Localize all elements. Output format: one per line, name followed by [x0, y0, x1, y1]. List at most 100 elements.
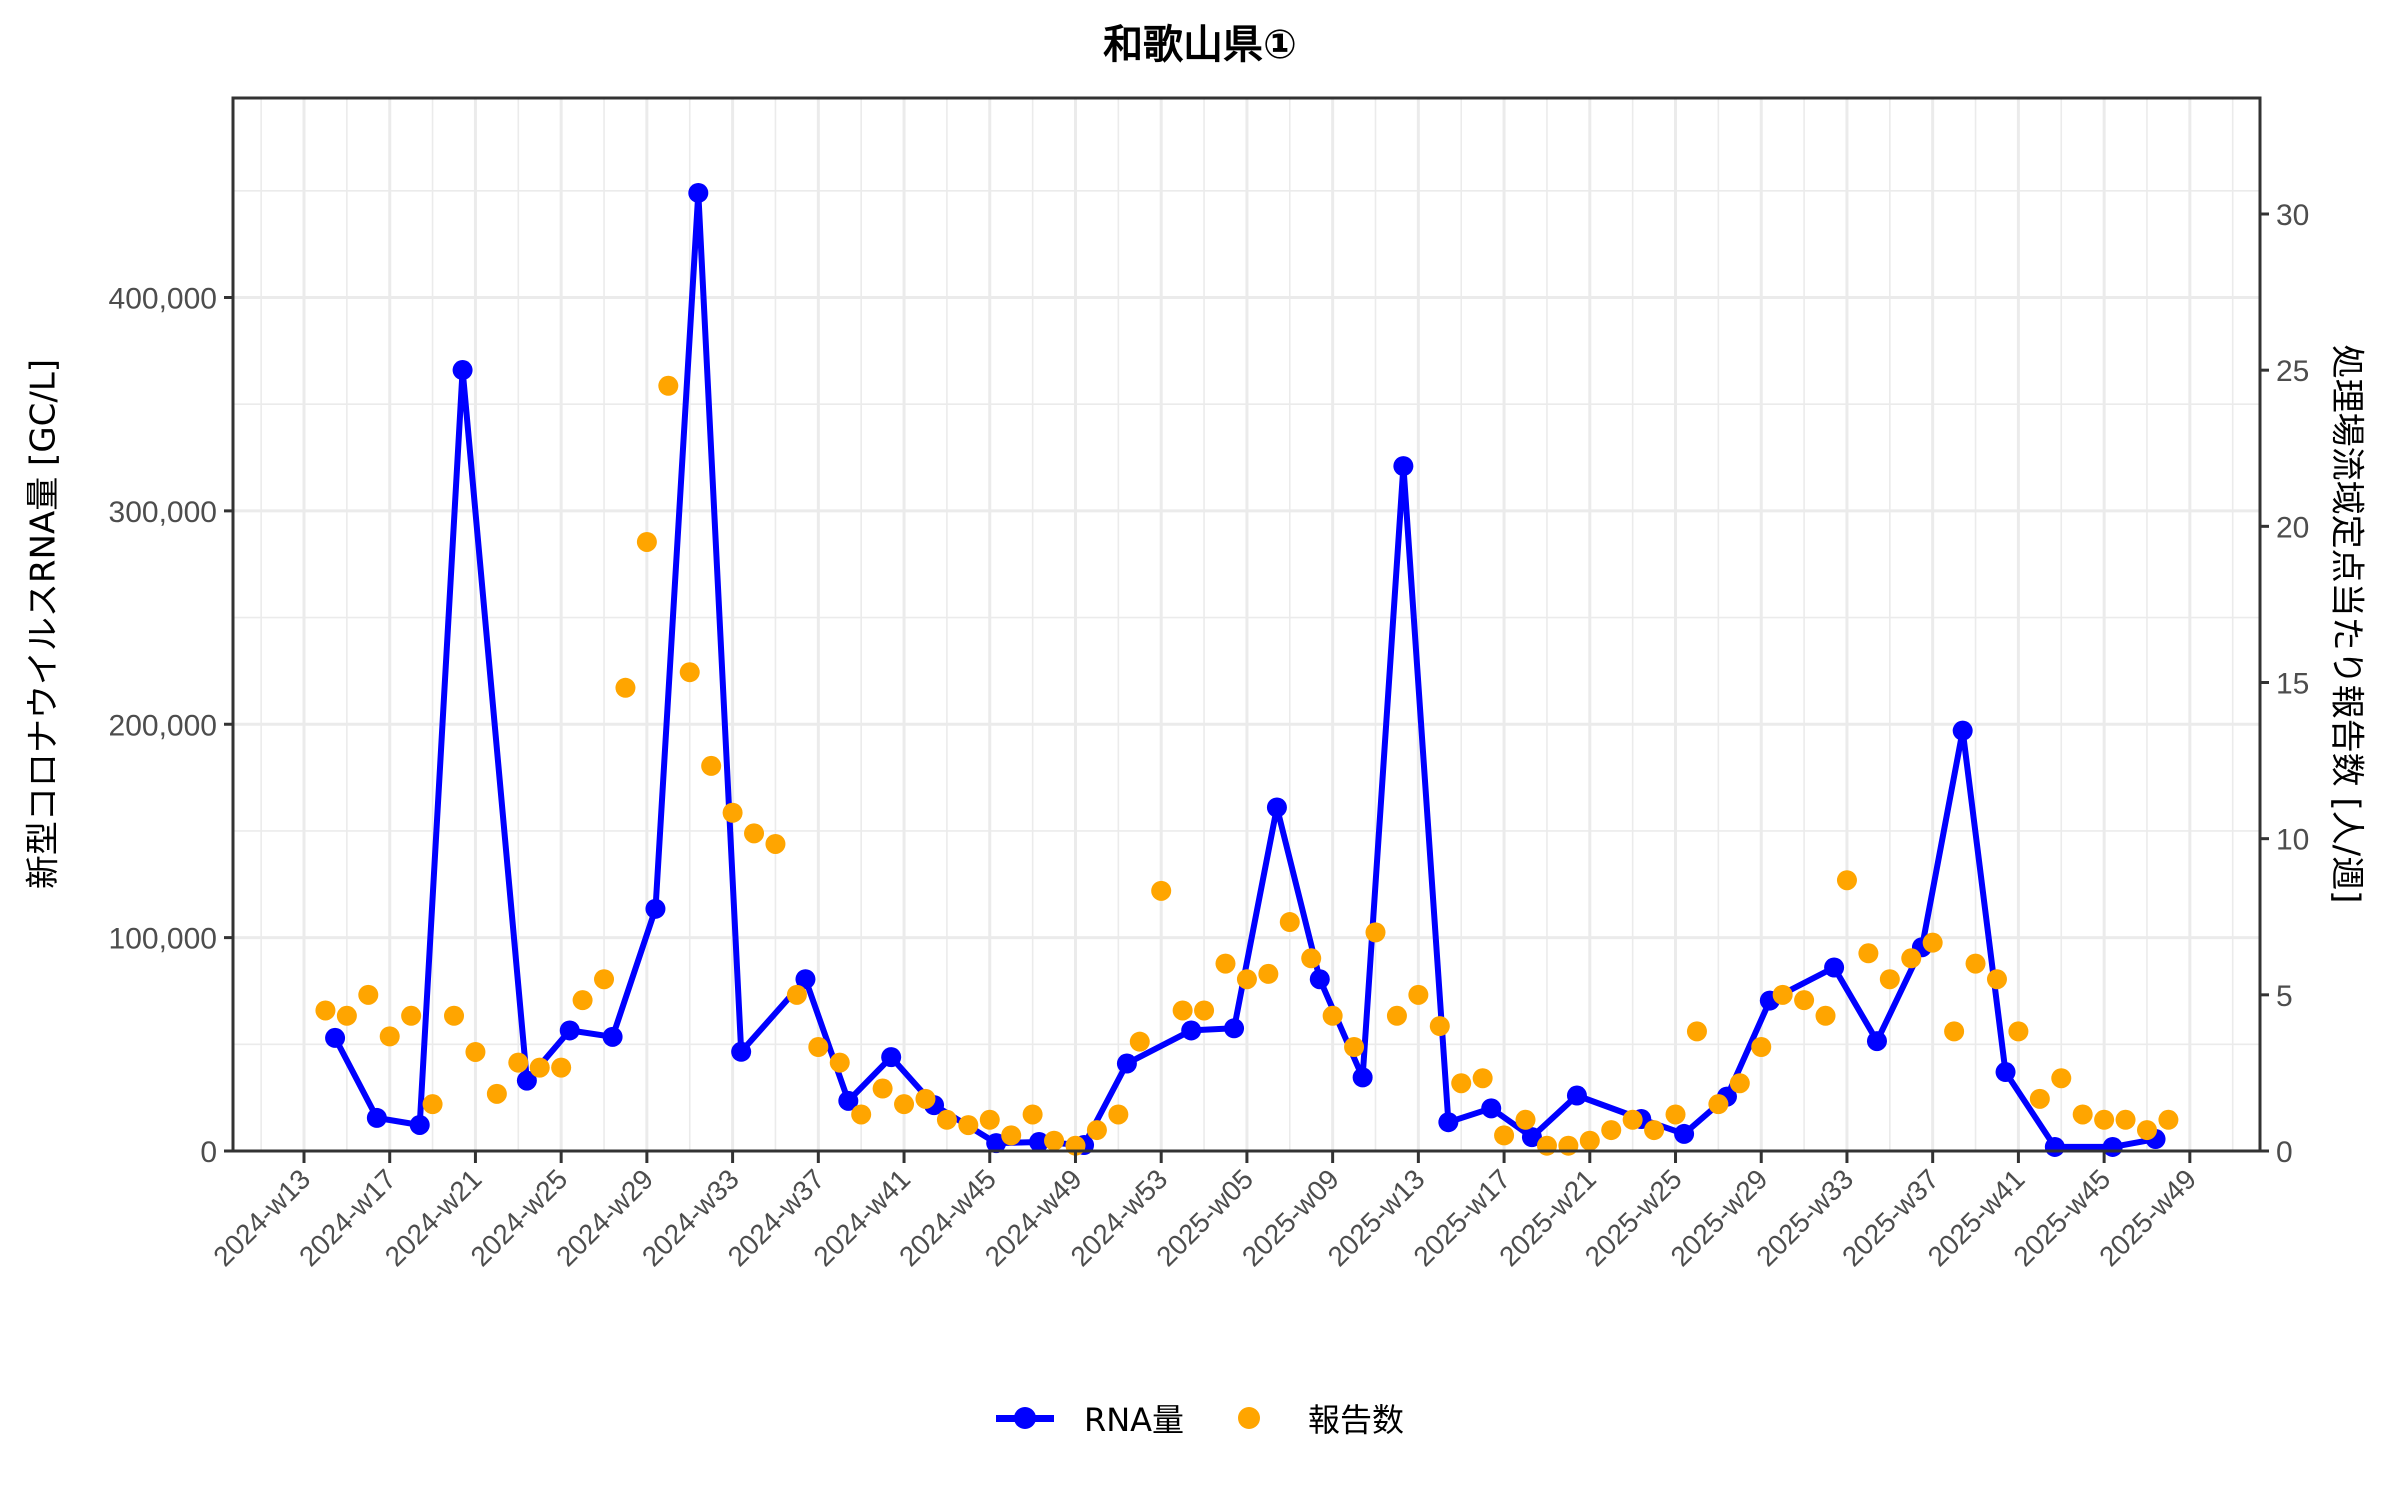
report-point: [508, 1052, 529, 1073]
report-point: [1772, 984, 1793, 1005]
report-point: [786, 984, 807, 1005]
report-point: [1365, 922, 1386, 943]
report-point: [658, 375, 679, 396]
report-point: [829, 1052, 850, 1073]
left-tick-label: 400,000: [109, 283, 217, 316]
legend-label-rna: RNA量: [1083, 1401, 1185, 1439]
rna-point: [645, 898, 666, 919]
rna-point: [452, 360, 473, 381]
report-point: [1815, 1005, 1836, 1026]
rna-point: [838, 1090, 859, 1111]
rna-point: [1481, 1098, 1502, 1119]
report-point: [1151, 880, 1172, 901]
report-point: [894, 1094, 915, 1115]
chart-title: 和歌山県①: [1103, 22, 1297, 68]
report-point: [1258, 963, 1279, 984]
rna-point: [409, 1114, 430, 1135]
rna-point: [1995, 1062, 2016, 1083]
rna-point: [1521, 1127, 1542, 1148]
report-point: [1579, 1130, 1600, 1151]
report-point: [379, 1026, 400, 1047]
report-point: [1386, 1005, 1407, 1026]
report-point: [1194, 1000, 1215, 1021]
point-marker-icon: [1220, 1398, 1278, 1438]
report-point: [679, 662, 700, 683]
report-point: [1601, 1120, 1622, 1141]
rna-point: [1824, 957, 1845, 978]
report-point: [1408, 984, 1429, 1005]
report-point: [1622, 1109, 1643, 1130]
report-point: [1344, 1036, 1365, 1057]
rna-point: [1116, 1053, 1137, 1074]
report-point: [1986, 969, 2007, 990]
rna-point: [1438, 1112, 1459, 1133]
report-point: [572, 990, 593, 1011]
report-point: [1172, 1000, 1193, 1021]
right-tick-label: 30: [2276, 199, 2309, 232]
legend-label-reports: 報告数: [1308, 1401, 1405, 1439]
right-tick-label: 25: [2276, 355, 2309, 388]
report-point: [401, 1005, 422, 1026]
report-point: [1451, 1073, 1472, 1094]
report-point: [1472, 1068, 1493, 1089]
report-point: [765, 833, 786, 854]
legend: RNA量 報告数: [0, 1395, 2400, 1441]
rna-point: [1029, 1132, 1050, 1153]
rna-point: [1866, 1031, 1887, 1052]
report-point: [2115, 1109, 2136, 1130]
left-tick-label: 100,000: [109, 923, 217, 956]
report-point: [594, 969, 615, 990]
rna-point: [1309, 969, 1330, 990]
report-point: [465, 1041, 486, 1062]
report-point: [1836, 870, 1857, 891]
report-point: [422, 1094, 443, 1115]
rna-point: [1566, 1085, 1587, 1106]
report-point: [2158, 1109, 2179, 1130]
rna-point: [731, 1041, 752, 1062]
legend-item-reports: 報告数: [1220, 1395, 1404, 1441]
report-point: [1044, 1130, 1065, 1151]
report-point: [1108, 1104, 1129, 1125]
report-point: [915, 1088, 936, 1109]
rna-point: [1352, 1067, 1373, 1088]
right-tick-label: 10: [2276, 824, 2309, 857]
report-point: [1729, 1073, 1750, 1094]
right-axis-title: 処理場流域定点当たり報告数 [人/週]: [2326, 344, 2367, 904]
rna-point: [795, 969, 816, 990]
report-point: [615, 677, 636, 698]
right-y-axis: 0 5 10 15 20 25 30: [2260, 199, 2309, 1169]
rna-point: [881, 1047, 902, 1068]
left-y-axis: 0 100,000 200,000 300,000 400,000: [109, 283, 233, 1169]
left-tick-label: 200,000: [109, 709, 217, 742]
right-tick-label: 20: [2276, 511, 2309, 544]
report-point: [1129, 1031, 1150, 1052]
report-point: [529, 1057, 550, 1078]
report-point: [1215, 953, 1236, 974]
report-point: [958, 1115, 979, 1136]
report-point: [1794, 990, 1815, 1011]
report-point: [2051, 1068, 2072, 1089]
report-point: [2072, 1104, 2093, 1125]
report-point: [722, 802, 743, 823]
rna-point: [1674, 1123, 1695, 1144]
right-tick-label: 15: [2276, 668, 2309, 701]
rna-point: [2044, 1136, 2065, 1157]
rna-point: [2102, 1136, 2123, 1157]
rna-point: [1393, 456, 1414, 477]
report-point: [444, 1005, 465, 1026]
report-point: [1922, 932, 1943, 953]
report-point: [872, 1078, 893, 1099]
report-point: [1301, 948, 1322, 969]
report-series: [315, 375, 2179, 1156]
report-point: [1022, 1104, 1043, 1125]
rna-point: [366, 1107, 387, 1128]
report-point: [1558, 1135, 1579, 1156]
rna-point: [986, 1133, 1007, 1154]
report-point: [1515, 1109, 1536, 1130]
rna-point: [1224, 1018, 1245, 1039]
report-point: [486, 1083, 507, 1104]
report-point: [1901, 948, 1922, 969]
right-tick-label: 0: [2276, 1136, 2293, 1169]
